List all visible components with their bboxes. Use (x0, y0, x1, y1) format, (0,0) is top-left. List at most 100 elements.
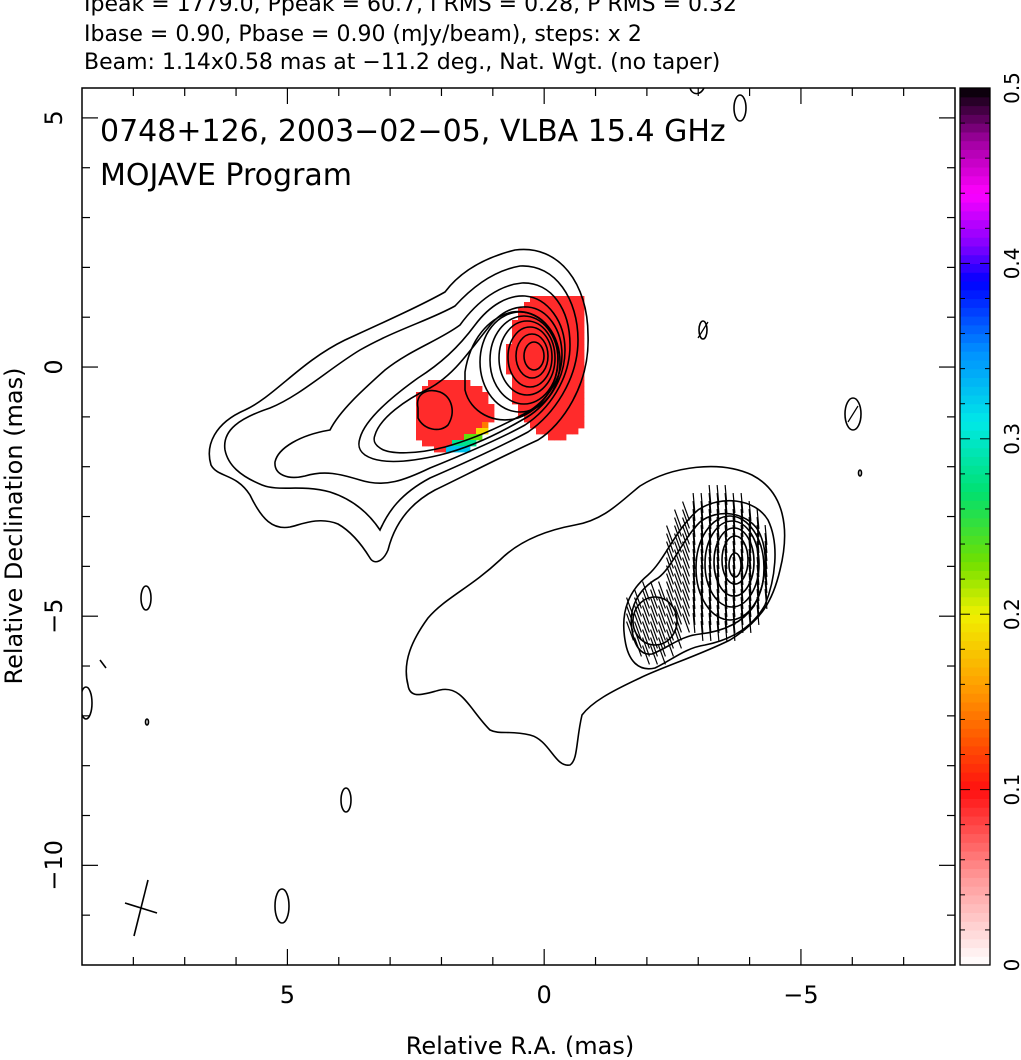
polarization-pixel (524, 320, 531, 327)
evpa-vector (666, 565, 674, 585)
polarization-pixel (470, 422, 477, 429)
colorbar-segment (960, 798, 990, 808)
polarization-pixel (536, 428, 543, 435)
evpa-vector (674, 557, 682, 577)
polarization-pixel (488, 404, 495, 411)
y-axis-label: Relative Declination (mas) (0, 367, 28, 684)
colorbar-segment (960, 403, 990, 414)
evpa-vector (650, 613, 658, 633)
contour-jet-4 (358, 295, 566, 463)
polarization-pixel (434, 404, 441, 411)
polarization-pixel (536, 422, 543, 429)
evpa-vector (682, 525, 690, 545)
colorbar-segment (960, 491, 990, 501)
polarization-pixel (464, 404, 471, 411)
evpa-vector (724, 540, 728, 562)
evpa-vector (650, 637, 658, 657)
evpa-vector (708, 620, 712, 642)
beam-minor-axis (124, 902, 158, 914)
polarization-pixel (422, 434, 429, 441)
polarization-pixel (578, 338, 585, 345)
colorbar-segment (960, 535, 990, 545)
evpa-vector (748, 596, 752, 618)
evpa-vector (700, 604, 704, 626)
colorbar-segment (960, 245, 990, 256)
polarization-pixel (428, 398, 435, 405)
evpa-vector (700, 556, 704, 578)
evpa-vector (716, 564, 720, 586)
contour-core-4 (498, 320, 556, 396)
evpa-vector (666, 557, 674, 577)
polarization-pixel (536, 362, 543, 369)
evpa-vector (708, 508, 712, 530)
colorbar-tick-label: 0.5 (1000, 72, 1021, 104)
evpa-vector (658, 597, 666, 617)
polarization-pixel (506, 350, 513, 357)
colorbar-segment (960, 763, 990, 773)
colorbar-segment (960, 614, 990, 624)
polarization-pixel (512, 320, 519, 327)
plot-border (81, 87, 956, 966)
evpa-vector (724, 548, 728, 570)
polarization-pixel (548, 410, 555, 417)
evpa-vector (724, 500, 728, 522)
polarization-pixel (530, 380, 537, 387)
polarization-pixel (416, 404, 423, 411)
polarization-pixel (524, 380, 531, 387)
polarization-pixel (542, 428, 549, 435)
polarization-pixel (530, 398, 537, 405)
polarization-pixel (536, 386, 543, 393)
polarization-pixel (482, 410, 489, 417)
polarization-pixel (512, 338, 519, 345)
polarization-pixel (530, 368, 537, 375)
polarization-pixel (512, 374, 519, 381)
evpa-vector (748, 564, 752, 586)
polarization-pixel (416, 434, 423, 441)
polarization-pixel (578, 404, 585, 411)
polarization-pixel (452, 404, 459, 411)
colorbar-segment (960, 807, 990, 817)
evpa-vector (764, 564, 768, 586)
evpa-vector (650, 629, 658, 649)
polarization-pixel (572, 344, 579, 351)
polarization-pixel (536, 320, 543, 327)
colorbar-segment (960, 263, 990, 273)
evpa-vector (642, 581, 650, 601)
polarization-pixel (464, 380, 471, 387)
polarization-pixel (542, 380, 549, 387)
polarization-pixel (416, 422, 423, 429)
evpa-vector (682, 501, 690, 521)
polarization-pixel (422, 428, 429, 435)
evpa-vector (716, 588, 720, 610)
polarization-pixel (536, 350, 543, 357)
colorbar-segment (960, 316, 990, 326)
evpa-vector (634, 589, 642, 609)
polarization-pixel (518, 410, 525, 417)
evpa-vector (708, 500, 712, 522)
evpa-vector (700, 540, 704, 562)
evpa-vector (642, 621, 650, 641)
polarization-pixel (476, 404, 483, 411)
polarization-pixel (560, 410, 567, 417)
colorbar-segment (960, 105, 990, 115)
evpa-vector (666, 549, 674, 569)
polarization-pixel (560, 386, 567, 393)
evpa-vector (674, 621, 682, 641)
evpa-vector (626, 613, 634, 633)
polarization-pixel (578, 374, 585, 381)
evpa-vector (748, 572, 752, 594)
polarization-pixel (530, 332, 537, 339)
polarization-pixel (446, 386, 453, 393)
evpa-vector (666, 541, 674, 561)
polarization-pixel (506, 356, 513, 363)
polarization-pixel (458, 404, 465, 411)
evpa-vector (764, 556, 768, 578)
evpa-vector (666, 589, 674, 609)
colorbar-segment (960, 842, 990, 852)
evpa-vector (700, 572, 704, 594)
plot-frame (81, 87, 956, 966)
contour-core-6 (515, 333, 549, 379)
polarization-pixel (434, 434, 441, 441)
polarization-pixel (518, 374, 525, 381)
evpa-vector (700, 524, 704, 546)
